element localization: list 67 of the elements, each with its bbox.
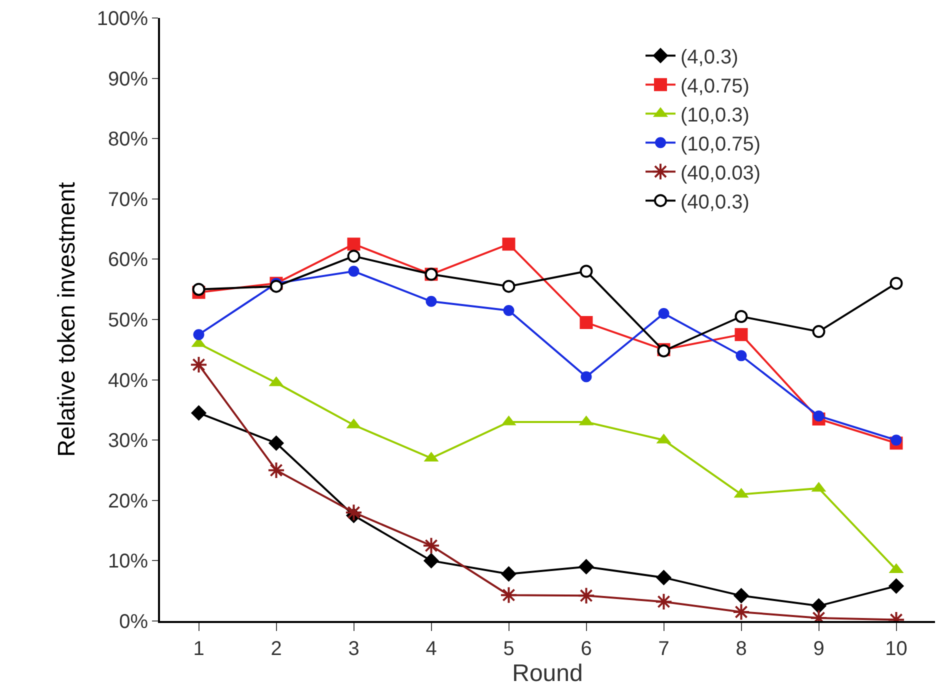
point xyxy=(502,280,516,293)
point xyxy=(580,264,593,278)
x-tick-label: 9 xyxy=(813,638,824,660)
y-tick-label: 0% xyxy=(119,611,148,633)
y-tick-label: 60% xyxy=(108,249,148,272)
point xyxy=(423,552,440,568)
point xyxy=(580,316,593,330)
point xyxy=(267,461,286,480)
x-tick-label: 2 xyxy=(270,638,282,660)
point xyxy=(500,586,518,604)
point xyxy=(890,276,903,290)
point xyxy=(190,356,208,374)
y-tick-label: 50% xyxy=(108,310,148,332)
point xyxy=(734,310,748,323)
point xyxy=(190,405,207,421)
point xyxy=(500,566,517,582)
x-tick-label: 7 xyxy=(658,638,670,660)
y-tick-label: 30% xyxy=(108,430,148,452)
point xyxy=(890,434,902,446)
point xyxy=(268,435,284,451)
point xyxy=(578,558,594,575)
legend-label: (40,0.03) xyxy=(680,162,761,184)
x-tick-label: 4 xyxy=(426,638,437,660)
point xyxy=(422,536,440,554)
point xyxy=(580,371,592,382)
point xyxy=(732,603,750,621)
point xyxy=(193,329,204,340)
legend-label: (10,0.3) xyxy=(680,104,750,126)
point xyxy=(812,325,826,338)
x-tick-label: 6 xyxy=(580,638,592,660)
y-tick-label: 40% xyxy=(108,370,148,392)
point xyxy=(347,238,360,251)
point xyxy=(503,304,514,316)
point xyxy=(348,266,360,277)
point xyxy=(426,296,437,307)
point xyxy=(813,410,824,422)
point xyxy=(888,578,904,594)
y-tick-label: 10% xyxy=(108,550,148,573)
point xyxy=(656,570,672,586)
point xyxy=(658,308,670,319)
y-tick-label: 100% xyxy=(96,8,148,30)
legend-label: (10,0.75) xyxy=(680,133,761,156)
x-axis-title: Round xyxy=(512,660,583,687)
point xyxy=(734,328,748,342)
point xyxy=(736,350,747,362)
x-tick-label: 10 xyxy=(885,638,908,660)
point xyxy=(347,250,360,263)
y-tick-label: 80% xyxy=(108,128,148,151)
point xyxy=(502,238,516,251)
y-tick-label: 70% xyxy=(108,188,148,211)
legend-label: (4,0.3) xyxy=(680,46,738,68)
y-tick-label: 90% xyxy=(108,68,148,90)
point xyxy=(654,592,673,610)
y-tick-label: 20% xyxy=(108,490,148,512)
point xyxy=(577,586,596,604)
x-tick-label: 1 xyxy=(193,638,204,660)
point xyxy=(192,282,206,296)
x-tick-label: 8 xyxy=(736,638,747,660)
x-tick-label: 5 xyxy=(503,638,514,660)
y-axis-title: Relative token investment xyxy=(53,182,80,457)
point xyxy=(810,598,827,614)
legend-label: (40,0.3) xyxy=(680,191,750,214)
point xyxy=(344,504,363,522)
point xyxy=(733,588,750,604)
legend-label: (4,0.75) xyxy=(680,75,750,98)
x-tick-label: 3 xyxy=(348,638,360,660)
point xyxy=(270,280,283,293)
